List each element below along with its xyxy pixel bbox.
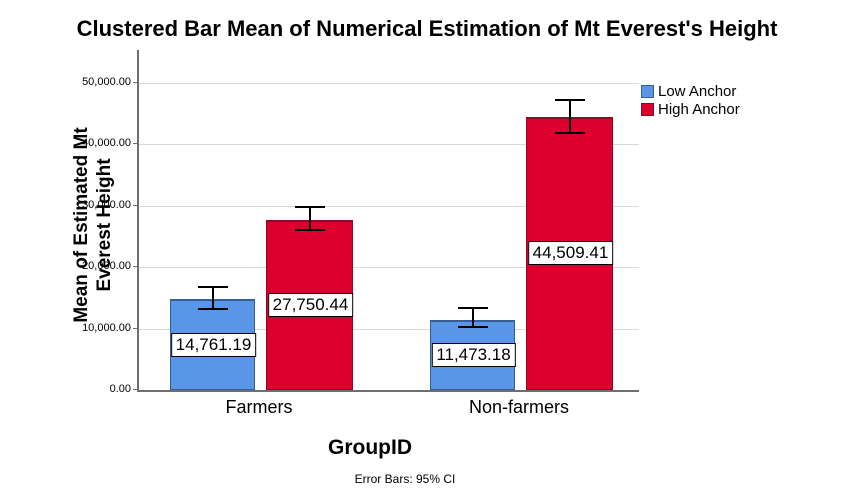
y-tick-mark	[133, 389, 137, 390]
legend-label-high-anchor: High Anchor	[658, 101, 740, 118]
x-axis-title: GroupID	[328, 436, 412, 459]
y-tick-mark	[133, 266, 137, 268]
legend: Low Anchor High Anchor	[641, 84, 740, 120]
chart-title: Clustered Bar Mean of Numerical Estimati…	[76, 16, 778, 41]
y-tick-mark	[133, 327, 137, 329]
plot-area: 14,761.19 27,750.44 11,473.18 44,509.41	[137, 50, 639, 392]
y-tick-label: 50,000.00	[82, 76, 131, 88]
error-bar-cap-bottom	[294, 228, 325, 231]
error-bar-cap-bottom	[197, 307, 228, 310]
y-tick-label: 0.00	[109, 383, 131, 395]
legend-swatch-high-anchor	[641, 103, 654, 116]
category-label: Non-farmers	[468, 397, 570, 417]
value-label: 14,761.19	[170, 332, 257, 357]
value-label: 44,509.41	[527, 241, 614, 266]
y-tick-label: 40,000.00	[82, 137, 131, 150]
y-tick-mark	[133, 82, 137, 83]
gridline	[139, 205, 639, 207]
y-tick-label: 10,000.00	[82, 321, 131, 334]
error-bar-cap-top	[197, 285, 228, 288]
error-bar-cap-top	[294, 206, 325, 209]
legend-swatch-low-anchor	[641, 85, 654, 98]
y-tick-mark	[133, 204, 137, 206]
error-bar	[471, 307, 474, 327]
category-label: Farmers	[225, 397, 293, 417]
error-bars-footnote: Error Bars: 95% CI	[354, 472, 456, 486]
error-bar-cap-top	[554, 99, 585, 102]
gridline	[139, 144, 639, 146]
legend-item-low-anchor: Low Anchor	[641, 84, 740, 99]
y-tick-label: 30,000.00	[82, 198, 131, 211]
legend-item-high-anchor: High Anchor	[641, 102, 740, 117]
gridline	[139, 267, 639, 269]
legend-label-low-anchor: Low Anchor	[658, 83, 737, 100]
y-tick-column: 0.00 10,000.00 20,000.00 30,000.00 40,000.00…	[0, 50, 131, 395]
error-bar	[211, 286, 214, 309]
error-bar-cap-bottom	[457, 325, 488, 328]
value-label: 27,750.44	[267, 292, 354, 317]
y-tick-mark	[133, 143, 137, 145]
y-tick-label: 20,000.00	[82, 260, 131, 273]
gridline	[139, 83, 639, 84]
error-bar-cap-top	[457, 306, 488, 309]
error-bar	[568, 100, 571, 133]
error-bar-cap-bottom	[554, 131, 585, 134]
error-bar	[308, 207, 311, 230]
gridline	[139, 328, 639, 330]
value-label: 11,473.18	[431, 342, 516, 367]
